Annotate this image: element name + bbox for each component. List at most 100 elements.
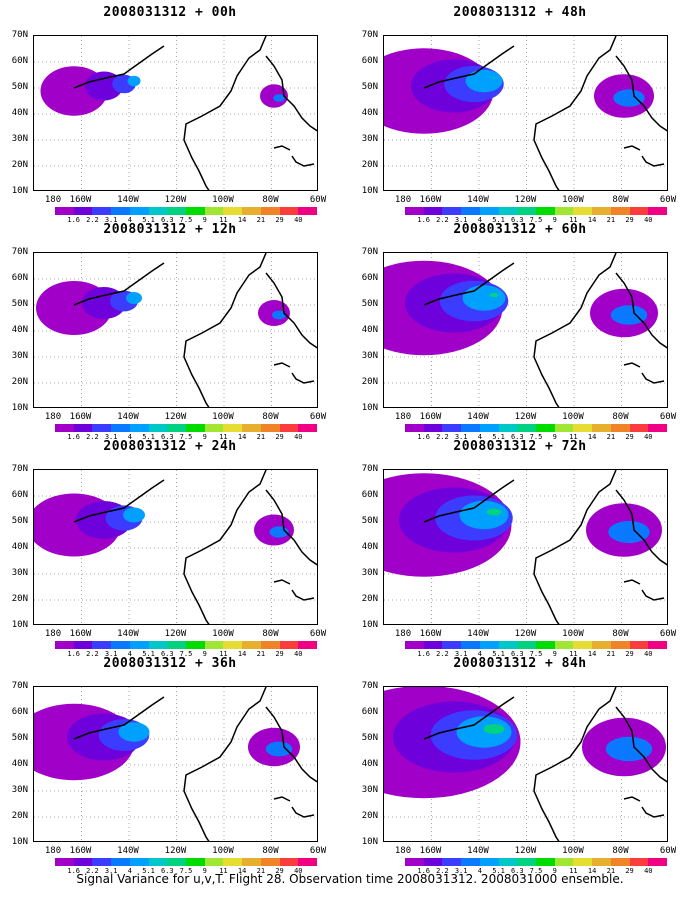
colorbar-label: 2.2 bbox=[86, 867, 99, 875]
y-axis-label: 50N bbox=[361, 299, 378, 309]
colorbar-swatch bbox=[442, 858, 462, 866]
colorbar-label: 7.5 bbox=[179, 867, 193, 875]
x-axis-label: 100W bbox=[212, 195, 234, 205]
colorbar-swatch bbox=[260, 858, 280, 866]
colorbar-label: 1.6 bbox=[417, 867, 431, 875]
y-axis-label: 10N bbox=[11, 620, 28, 630]
x-axis-label: 160W bbox=[419, 412, 442, 422]
colorbar-label: 4 bbox=[127, 433, 132, 441]
colorbar-label: 5.1 bbox=[492, 216, 505, 224]
colorbar-swatch bbox=[610, 424, 630, 432]
colorbar-swatch bbox=[186, 641, 205, 649]
variance-contour bbox=[610, 305, 648, 325]
colorbar-label: 6.3 bbox=[510, 216, 524, 224]
colorbar-label: 40 bbox=[294, 650, 303, 658]
colorbar-swatch bbox=[242, 207, 261, 215]
variance-contour bbox=[118, 722, 150, 742]
colorbar-swatch bbox=[517, 207, 537, 215]
colorbar-label: 1.6 bbox=[417, 650, 431, 658]
colorbar-swatch bbox=[536, 858, 555, 866]
colorbar-swatch bbox=[629, 858, 649, 866]
colorbar-label: 3.1 bbox=[454, 216, 468, 224]
colorbar-label: 21 bbox=[606, 650, 616, 658]
colorbar-swatch bbox=[279, 858, 299, 866]
colorbar-label: 7.5 bbox=[529, 650, 543, 658]
colorbar-swatch bbox=[610, 207, 630, 215]
colorbar-label: 2.2 bbox=[86, 650, 99, 658]
colorbar-swatch bbox=[573, 207, 593, 215]
x-axis-label: 180 bbox=[44, 846, 62, 856]
variance-contour bbox=[608, 521, 650, 543]
colorbar-swatch bbox=[223, 858, 243, 866]
x-axis-label: 160W bbox=[419, 846, 442, 856]
colorbar-label: 6.3 bbox=[160, 650, 174, 658]
map-panel-p00: 2008031312 + 00h 70N 60N 50N 40N 30N 20N 10N 180… bbox=[0, 5, 340, 224]
panel-title: 2008031312 + 12h bbox=[103, 222, 237, 237]
colorbar-swatch bbox=[186, 424, 205, 432]
map-svg bbox=[384, 687, 667, 841]
colorbar-label: 14 bbox=[237, 216, 247, 224]
colorbar-swatch bbox=[554, 424, 574, 432]
colorbar-swatch bbox=[479, 858, 499, 866]
variance-contour bbox=[489, 292, 499, 298]
colorbar-swatch bbox=[498, 207, 518, 215]
colorbar-swatch bbox=[554, 641, 574, 649]
x-axis-label: 180 bbox=[394, 412, 412, 422]
x-axis-label: 60W bbox=[659, 412, 677, 422]
colorbar-swatch bbox=[204, 207, 224, 215]
y-axis-label: 10N bbox=[11, 837, 28, 847]
variance-contour bbox=[273, 94, 285, 102]
colorbar-label: 11 bbox=[219, 216, 228, 224]
colorbar-label: 9 bbox=[552, 433, 557, 441]
colorbar-swatch bbox=[148, 207, 168, 215]
y-axis-label: 10N bbox=[11, 186, 28, 196]
variance-contour bbox=[492, 77, 496, 79]
colorbar-swatch bbox=[186, 858, 205, 866]
colorbar-label: 3.1 bbox=[104, 650, 118, 658]
y-axis-label: 70N bbox=[361, 681, 378, 691]
colorbar-swatch bbox=[55, 641, 74, 649]
map-panel-p36: 2008031312 + 36h 70N 60N 50N 40N 30N 20N 10N 180… bbox=[0, 656, 340, 875]
colorbar-label: 7.5 bbox=[529, 867, 543, 875]
x-axis-label: 140W bbox=[467, 846, 489, 856]
y-axis-label: 30N bbox=[11, 134, 28, 144]
colorbar-swatch bbox=[73, 424, 93, 432]
colorbar-label: 1.6 bbox=[67, 216, 81, 224]
variance-contour bbox=[272, 310, 286, 320]
x-axis-label: 120W bbox=[164, 412, 187, 422]
colorbar-swatch bbox=[423, 207, 443, 215]
x-axis-label: 120W bbox=[164, 629, 187, 639]
y-axis-label: 40N bbox=[361, 759, 378, 769]
x-axis-label: 100W bbox=[562, 195, 584, 205]
colorbar-swatch bbox=[648, 858, 668, 866]
colorbar-label: 21 bbox=[256, 867, 266, 875]
colorbar-label: 11 bbox=[219, 650, 228, 658]
variance-contour bbox=[127, 75, 141, 87]
colorbar-label: 5.1 bbox=[492, 650, 505, 658]
colorbar-label: 14 bbox=[237, 867, 247, 875]
map-area bbox=[33, 252, 318, 408]
colorbar-label: 9 bbox=[202, 650, 207, 658]
colorbar-label: 40 bbox=[644, 650, 653, 658]
colorbar-swatch bbox=[461, 641, 480, 649]
y-axis-label: 30N bbox=[11, 351, 28, 361]
x-axis-label: 180 bbox=[394, 846, 412, 856]
x-axis-label: 60W bbox=[309, 412, 327, 422]
colorbar-label: 4 bbox=[477, 216, 482, 224]
coastline bbox=[73, 36, 317, 190]
colorbar-label: 6.3 bbox=[160, 867, 174, 875]
x-axis-label: 100W bbox=[562, 846, 584, 856]
coastline bbox=[73, 470, 317, 624]
y-axis-label: 30N bbox=[361, 134, 378, 144]
y-axis-label: 40N bbox=[361, 108, 378, 118]
colorbar-swatch bbox=[442, 424, 462, 432]
map-area bbox=[33, 469, 318, 625]
x-axis-label: 140W bbox=[117, 629, 139, 639]
colorbar-label: 1.6 bbox=[67, 867, 81, 875]
panel-title: 2008031312 + 48h bbox=[453, 5, 587, 20]
map-svg bbox=[384, 470, 667, 624]
colorbar-label: 2.2 bbox=[86, 216, 99, 224]
x-axis-label: 120W bbox=[514, 195, 537, 205]
colorbar-swatch bbox=[167, 858, 187, 866]
colorbar-swatch bbox=[260, 207, 280, 215]
